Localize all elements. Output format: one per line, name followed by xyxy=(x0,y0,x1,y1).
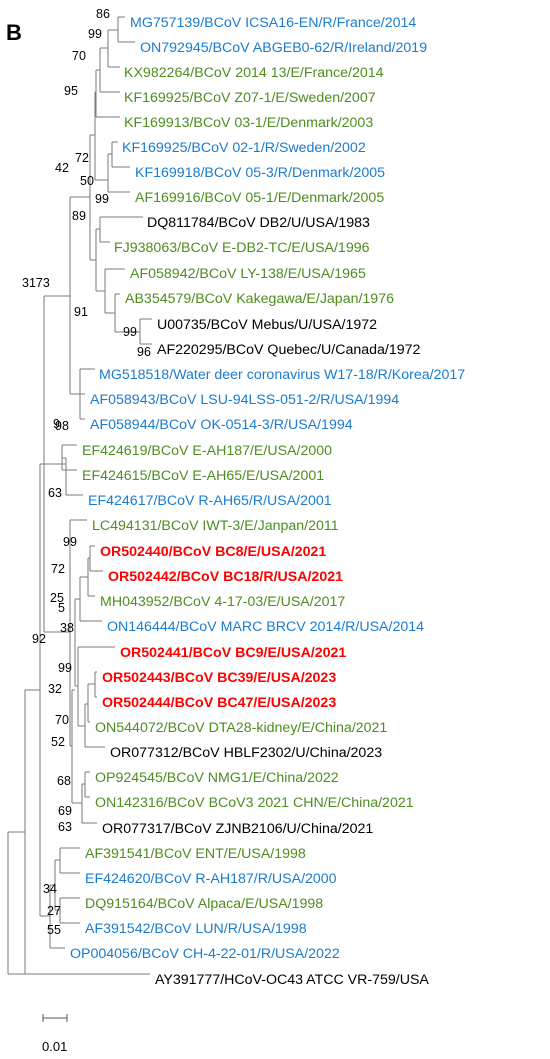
bootstrap-value: 72 xyxy=(75,151,89,165)
bootstrap-value: 89 xyxy=(72,209,86,223)
bootstrap-value: 69 xyxy=(58,804,72,818)
bootstrap-value: 52 xyxy=(51,735,65,749)
taxon-label: AF058943/BCoV LSU-94LSS-051-2/R/USA/1994 xyxy=(90,392,399,408)
taxon-label: OR502442/BCoV BC18/R/USA/2021 xyxy=(108,569,343,585)
taxon-label: LC494131/BCoV IWT-3/E/Janpan/2011 xyxy=(92,518,339,534)
tree-branches xyxy=(7,16,152,975)
taxon-label: KF169918/BCoV 05-3/R/Denmark/2005 xyxy=(135,165,385,181)
taxon-label: EF424619/BCoV E-AH187/E/USA/2000 xyxy=(82,443,332,459)
bootstrap-value: 91 xyxy=(74,305,88,319)
taxon-label: MH043952/BCoV 4-17-03/E/USA/2017 xyxy=(100,594,345,610)
taxon-label: AF391542/BCoV LUN/R/USA/1998 xyxy=(85,921,307,937)
taxon-label: OR502444/BCoV BC47/E/USA/2023 xyxy=(102,695,336,711)
taxon-label: OR502441/BCoV BC9/E/USA/2021 xyxy=(120,645,346,661)
taxon-label: MG757139/BCoV ICSA16-EN/R/France/2014 xyxy=(130,15,416,31)
bootstrap-value: 98 xyxy=(55,419,69,433)
bootstrap-value: 92 xyxy=(32,632,46,646)
taxon-label: ON146444/BCoV MARC BRCV 2014/R/USA/2014 xyxy=(107,619,424,635)
taxon-label: EF424620/BCoV R-AH187/R/USA/2000 xyxy=(85,871,337,887)
taxon-label: ON544072/BCoV DTA28-kidney/E/China/2021 xyxy=(95,720,387,736)
bootstrap-value: 99 xyxy=(88,27,102,41)
taxon-labels: MG757139/BCoV ICSA16-EN/R/France/2014 ON7… xyxy=(70,15,465,988)
bootstrap-values: 8699709542725099893173919996989639972255… xyxy=(22,7,151,937)
bootstrap-value: 95 xyxy=(64,84,78,98)
bootstrap-value: 34 xyxy=(43,882,57,896)
taxon-label: EF424617/BCoV R-AH65/R/USA/2001 xyxy=(88,493,332,509)
bootstrap-value: 38 xyxy=(60,621,74,635)
scale-bar-label: 0.01 xyxy=(42,1039,67,1054)
taxon-label: OR502440/BCoV BC8/E/USA/2021 xyxy=(100,544,326,560)
taxon-label: OP924545/BCoV NMG1/E/China/2022 xyxy=(95,770,339,786)
bootstrap-value: 72 xyxy=(51,562,65,576)
taxon-label: DQ811784/BCoV DB2/U/USA/1983 xyxy=(147,215,370,231)
taxon-label: KF169925/BCoV 02-1/R/Sweden/2002 xyxy=(122,140,366,156)
taxon-label: KX982264/BCoV 2014 13/E/France/2014 xyxy=(124,65,384,81)
bootstrap-value: 70 xyxy=(72,49,86,63)
taxon-label: KF169925/BCoV Z07-1/E/Sweden/2007 xyxy=(124,90,376,106)
taxon-label: DQ915164/BCoV Alpaca/E/USA/1998 xyxy=(85,896,323,912)
taxon-label: OR077317/BCoV ZJNB2106/U/China/2021 xyxy=(102,821,373,837)
taxon-label: EF424615/BCoV E-AH65/E/USA/2001 xyxy=(82,468,324,484)
bootstrap-value: 68 xyxy=(57,774,71,788)
bootstrap-value: 42 xyxy=(55,161,69,175)
bootstrap-value: 55 xyxy=(47,923,61,937)
taxon-label: OR502443/BCoV BC39/E/USA/2023 xyxy=(102,670,336,686)
bootstrap-value: 32 xyxy=(48,682,62,696)
bootstrap-value: 99 xyxy=(123,325,137,339)
bootstrap-value: 99 xyxy=(95,192,109,206)
bootstrap-value: 63 xyxy=(58,820,72,834)
taxon-label: AF058944/BCoV OK-0514-3/R/USA/1994 xyxy=(90,417,353,433)
taxon-label: ON792945/BCoV ABGEB0-62/R/Ireland/2019 xyxy=(140,40,427,56)
taxon-label: MG518518/Water deer coronavirus W17-18/R… xyxy=(99,367,465,383)
bootstrap-value: 63 xyxy=(48,486,62,500)
taxon-label: FJ938063/BCoV E-DB2-TC/E/USA/1996 xyxy=(114,240,370,256)
bootstrap-value: 5 xyxy=(58,601,65,615)
panel-label: B xyxy=(6,20,22,45)
bootstrap-value: 25 xyxy=(50,591,64,605)
taxon-label: AF391541/BCoV ENT/E/USA/1998 xyxy=(85,846,306,862)
bootstrap-value: 86 xyxy=(96,7,110,21)
bootstrap-value: 99 xyxy=(58,661,72,675)
bootstrap-value: 70 xyxy=(55,713,69,727)
taxon-label: OR077312/BCoV HBLF2302/U/China/2023 xyxy=(110,745,382,761)
taxon-label: AF058942/BCoV LY-138/E/USA/1965 xyxy=(130,266,366,282)
bootstrap-value: 50 xyxy=(80,174,94,188)
bootstrap-value: 99 xyxy=(63,535,77,549)
taxon-label: U00735/BCoV Mebus/U/USA/1972 xyxy=(157,317,377,333)
taxon-label: AF220295/BCoV Quebec/U/Canada/1972 xyxy=(157,342,421,358)
taxon-label: AY391777/HCoV-OC43 ATCC VR-759/USA xyxy=(155,972,429,988)
taxon-label: ON142316/BCoV BCoV3 2021 CHN/E/China/202… xyxy=(95,795,414,811)
taxon-label: OP004056/BCoV CH-4-22-01/R/USA/2022 xyxy=(70,946,340,962)
bootstrap-value: 27 xyxy=(47,904,61,918)
taxon-label: AB354579/BCoV Kakegawa/E/Japan/1976 xyxy=(125,291,394,307)
bootstrap-value: 96 xyxy=(137,345,151,359)
bootstrap-value: 9 xyxy=(53,417,60,431)
bootstrap-value: 3173 xyxy=(22,276,50,290)
taxon-label: AF169916/BCoV 05-1/E/Denmark/2005 xyxy=(135,190,384,206)
taxon-label: KF169913/BCoV 03-1/E/Denmark/2003 xyxy=(124,115,373,131)
